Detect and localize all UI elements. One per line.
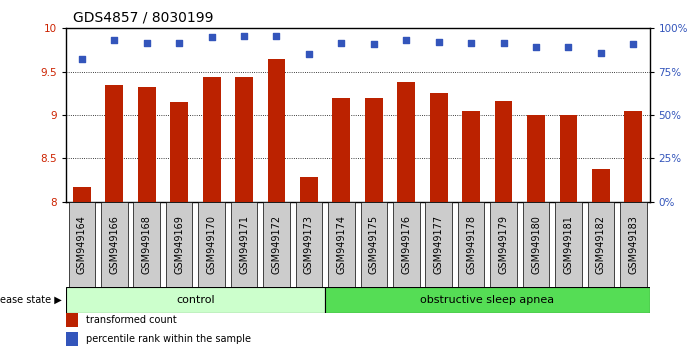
Bar (300, 177, 318, 202)
Bar (332, 98, 350, 202)
Text: GSM949168: GSM949168 (142, 215, 152, 274)
Text: GDS4857 / 8030199: GDS4857 / 8030199 (73, 11, 213, 25)
FancyBboxPatch shape (68, 202, 95, 287)
FancyBboxPatch shape (101, 202, 128, 287)
Bar (106, 85, 123, 202)
FancyBboxPatch shape (166, 202, 193, 287)
Bar (73, 187, 91, 202)
FancyBboxPatch shape (263, 202, 290, 287)
Bar (397, 82, 415, 202)
Bar (66, 313, 79, 327)
Text: GSM949164: GSM949164 (77, 215, 87, 274)
Point (596, 51, 607, 56)
Text: GSM949170: GSM949170 (207, 215, 216, 274)
Text: GSM949182: GSM949182 (596, 215, 606, 274)
Point (303, 52, 314, 57)
Point (108, 37, 120, 42)
Bar (495, 101, 513, 202)
FancyBboxPatch shape (522, 202, 549, 287)
Text: disease state ▶: disease state ▶ (0, 295, 62, 305)
FancyBboxPatch shape (426, 202, 452, 287)
FancyBboxPatch shape (133, 202, 160, 287)
FancyBboxPatch shape (231, 202, 257, 287)
Bar (462, 111, 480, 202)
Text: GSM949178: GSM949178 (466, 215, 476, 274)
Bar (365, 98, 383, 202)
Point (628, 41, 639, 47)
Bar (625, 111, 642, 202)
FancyBboxPatch shape (458, 202, 484, 287)
Point (498, 40, 509, 46)
Point (173, 40, 184, 46)
Bar (235, 77, 253, 202)
Text: GSM949181: GSM949181 (563, 215, 574, 274)
Text: transformed count: transformed count (86, 315, 177, 325)
Text: GSM949169: GSM949169 (174, 215, 184, 274)
FancyBboxPatch shape (66, 287, 325, 313)
Text: GSM949180: GSM949180 (531, 215, 541, 274)
Point (401, 38, 412, 43)
FancyBboxPatch shape (587, 202, 614, 287)
Text: percentile rank within the sample: percentile rank within the sample (86, 335, 251, 344)
Text: GSM949173: GSM949173 (304, 215, 314, 274)
Point (368, 41, 379, 47)
Text: GSM949175: GSM949175 (369, 215, 379, 274)
Bar (138, 87, 155, 202)
Point (336, 40, 347, 46)
FancyBboxPatch shape (393, 202, 419, 287)
FancyBboxPatch shape (620, 202, 647, 287)
Point (206, 34, 217, 40)
Bar (267, 59, 285, 202)
Text: GSM949166: GSM949166 (109, 215, 120, 274)
Bar (66, 332, 79, 346)
Text: control: control (176, 295, 215, 305)
Bar (170, 102, 188, 202)
Point (141, 40, 152, 46)
FancyBboxPatch shape (325, 287, 650, 313)
Bar (560, 115, 578, 202)
Text: obstructive sleep apnea: obstructive sleep apnea (420, 295, 554, 305)
Point (76, 56, 87, 62)
FancyBboxPatch shape (296, 202, 322, 287)
Point (466, 40, 477, 46)
Point (238, 33, 249, 39)
Text: GSM949179: GSM949179 (499, 215, 509, 274)
Point (271, 33, 282, 39)
Text: GSM949176: GSM949176 (401, 215, 411, 274)
Bar (202, 77, 220, 202)
FancyBboxPatch shape (555, 202, 582, 287)
Text: GSM949172: GSM949172 (272, 215, 281, 274)
Text: GSM949183: GSM949183 (628, 215, 638, 274)
FancyBboxPatch shape (328, 202, 354, 287)
Bar (430, 93, 448, 202)
Text: GSM949174: GSM949174 (337, 215, 346, 274)
Bar (527, 115, 545, 202)
FancyBboxPatch shape (491, 202, 517, 287)
Point (563, 45, 574, 50)
Text: GSM949171: GSM949171 (239, 215, 249, 274)
Point (433, 39, 444, 45)
Point (531, 44, 542, 49)
FancyBboxPatch shape (361, 202, 387, 287)
Text: GSM949177: GSM949177 (434, 215, 444, 274)
FancyBboxPatch shape (198, 202, 225, 287)
Bar (592, 169, 609, 202)
